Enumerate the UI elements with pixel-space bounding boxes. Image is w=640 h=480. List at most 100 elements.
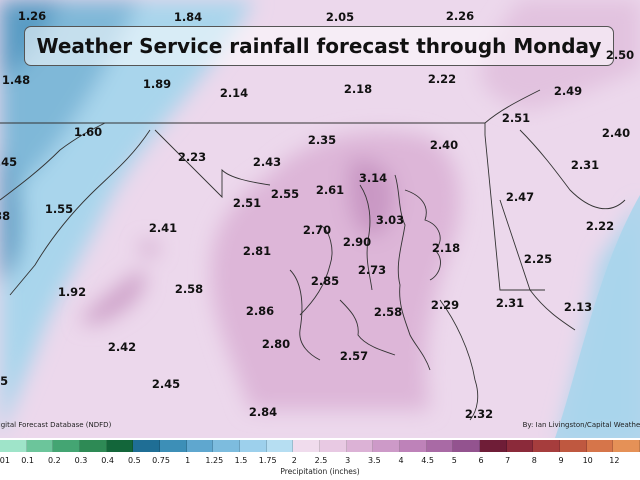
rainfall-value: 2.47 [505,190,535,204]
colorbar-tick-label: 12 [609,456,620,465]
colorbar-swatch [0,440,27,452]
rainfall-value: 2.61 [315,183,345,197]
rainfall-value: 2.31 [495,296,525,310]
colorbar-tick-label: 2 [291,456,297,465]
rainfall-value: 2.58 [373,305,403,319]
rainfall-value: 2.73 [357,263,387,277]
colorbar-swatch [506,440,534,452]
colorbar-tick-label: 4 [398,456,404,465]
colorbar-swatch [560,440,587,452]
rainfall-value: 2.50 [605,48,635,62]
colorbar-tick-label: 9 [558,456,564,465]
colorbar-tick-label: 0.3 [74,456,88,465]
rainfall-map: Weather Service rainfall forecast throug… [0,0,640,438]
rainfall-value: 2.49 [553,84,583,98]
rainfall-value: 1.48 [1,73,31,87]
colorbar-swatch [80,440,107,452]
colorbar-tick-label: 3 [345,456,351,465]
map-canvas [0,0,640,438]
colorbar-tick-label: 3.5 [367,456,381,465]
colorbar-swatch [586,440,614,452]
rainfall-value: 1.92 [57,285,87,299]
colorbar-swatch [480,440,507,452]
colorbar-swatch [26,440,54,452]
rainfall-value: 2.23 [177,150,207,164]
author-credit: By: Ian Livingston/Capital Weather Gang [522,421,640,429]
ocean [555,195,640,438]
rainfall-value: 2.25 [523,252,553,266]
colorbar-tick-label: 1.5 [234,456,248,465]
rainfall-value: 2.84 [248,405,278,419]
colorbar-swatch [613,440,640,452]
colorbar-swatch [133,440,161,452]
colorbar-tick-label: 4.5 [421,456,435,465]
precipitation-colorbar: 0.01 0.1 0.2 0.3 0.4 0.5 0.75 1 1.25 1.5 1.75 2 2.5 3… [0,440,640,480]
rainfall-value: 2.38 [0,209,11,223]
rainfall-value: 2.55 [270,187,300,201]
colorbar-tick-label: 7 [505,456,511,465]
colorbar-swatch [346,440,374,452]
colorbar-swatch [453,440,481,452]
rainfall-value: 1.89 [142,77,172,91]
colorbar-swatch [320,440,347,452]
coastline [289,129,626,421]
colorbar-swatch [240,440,267,452]
rainfall-value: 2.51 [501,111,531,125]
rainfall-value: 2.05 [325,10,355,24]
colorbar-tick-label: 0.1 [21,456,35,465]
colorbar-swatches [0,440,640,452]
rainfall-value: 2.22 [427,72,457,86]
source-credit: National Digital Forecast Database (NDFD… [0,421,112,429]
state-borders [0,89,545,296]
rainfall-value: 2.22 [585,219,615,233]
rainfall-value: 2.43 [252,155,282,169]
rainfall-value: 2.45 [0,155,18,169]
rainfall-value: 1.60 [73,125,103,139]
colorbar-swatch [373,440,401,452]
rainfall-value: 2.80 [261,337,291,351]
colorbar-tick-label: 1 [185,456,191,465]
colorbar-swatch [266,440,294,452]
colorbar-tick-label: 5 [451,456,457,465]
rainfall-value: 2.45 [151,377,181,391]
colorbar-tick-label: 6 [478,456,484,465]
rainfall-value: 2.45 [0,374,9,388]
colorbar-tick-label: 1.25 [205,456,224,465]
rainfall-value: 2.42 [107,340,137,354]
rainfall-value: 2.85 [310,274,340,288]
rainfall-value: 2.13 [563,300,593,314]
colorbar-tick-label: 8 [531,456,537,465]
map-title: Weather Service rainfall forecast throug… [24,26,614,66]
rainfall-value: 2.18 [343,82,373,96]
rainfall-value: 2.41 [148,221,178,235]
rainfall-value: 2.18 [431,241,461,255]
rainfall-value: 2.29 [430,298,460,312]
rainfall-value: 2.35 [307,133,337,147]
colorbar-swatch [160,440,187,452]
colorbar-tick-label: 2.5 [314,456,328,465]
rainfall-value: 2.51 [232,196,262,210]
rainfall-value: 2.81 [242,244,272,258]
colorbar-tick-label: 0.2 [47,456,61,465]
rainfall-value: 2.86 [245,304,275,318]
rainfall-value: 3.14 [358,171,388,185]
rainfall-value: 1.26 [17,9,47,23]
colorbar-tick-label: 0.4 [101,456,115,465]
colorbar-tick-label: 0.01 [0,456,10,465]
rainfall-value: 2.90 [342,235,372,249]
rainfall-value: 2.40 [601,126,631,140]
colorbar-swatch [426,440,454,452]
colorbar-tick-label: 0.5 [127,456,141,465]
colorbar-tick-label: 10 [582,456,593,465]
colorbar-swatch [53,440,81,452]
colorbar-tick-label: 0.75 [152,456,170,465]
rainfall-value: 2.57 [339,349,369,363]
rainfall-value: 2.14 [219,86,249,100]
rainfall-value: 2.32 [464,407,494,421]
colorbar-swatch [293,440,321,452]
rainfall-value: 1.84 [173,10,203,24]
rainfall-value: 2.31 [570,158,600,172]
colorbar-tick-label: 1.75 [258,456,277,465]
colorbar-swatch [533,440,561,452]
rainfall-value: 2.26 [445,9,475,23]
